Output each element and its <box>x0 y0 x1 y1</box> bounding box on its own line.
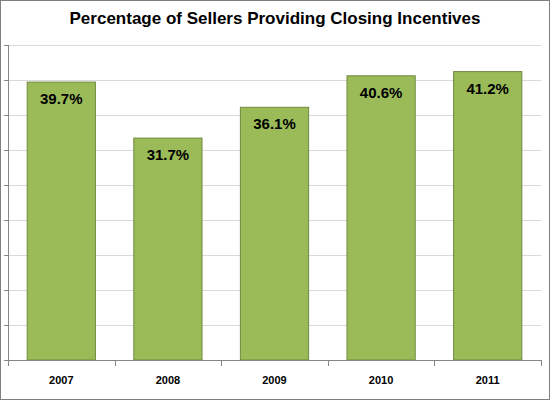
data-label: 39.7% <box>40 90 83 107</box>
y-tick <box>4 360 8 361</box>
x-tick <box>328 360 329 366</box>
y-axis <box>8 45 9 360</box>
bar <box>347 76 415 360</box>
y-tick <box>4 290 8 291</box>
x-tick-label: 2008 <box>156 374 180 386</box>
x-tick <box>221 360 222 366</box>
x-tick <box>541 360 542 366</box>
y-tick <box>4 220 8 221</box>
y-tick <box>4 150 8 151</box>
grid-line <box>8 45 541 46</box>
bars <box>27 72 522 360</box>
x-tick <box>434 360 435 366</box>
title: Percentage of Sellers Providing Closing … <box>70 9 481 28</box>
y-tick <box>4 115 8 116</box>
y-tick <box>4 45 8 46</box>
bar <box>240 107 308 360</box>
x-tick-label: 2011 <box>476 374 500 386</box>
y-tick <box>4 325 8 326</box>
chart: Percentage of Sellers Providing Closing … <box>0 0 550 400</box>
x-tick <box>115 360 116 366</box>
x-tick-label: 2010 <box>369 374 393 386</box>
y-tick <box>4 255 8 256</box>
data-label: 31.7% <box>147 146 190 163</box>
background <box>0 0 550 400</box>
y-tick <box>4 80 8 81</box>
bar <box>27 82 95 360</box>
data-label: 36.1% <box>253 115 296 132</box>
data-label: 40.6% <box>360 84 403 101</box>
grid-line <box>8 360 541 361</box>
x-tick <box>8 360 9 366</box>
bar <box>454 72 522 360</box>
frame <box>1 1 550 400</box>
x-tick-label: 2009 <box>262 374 286 386</box>
y-tick <box>4 185 8 186</box>
bar <box>134 138 202 360</box>
x-tick-label: 2007 <box>49 374 73 386</box>
x-axis <box>8 360 541 361</box>
data-label: 41.2% <box>466 80 509 97</box>
